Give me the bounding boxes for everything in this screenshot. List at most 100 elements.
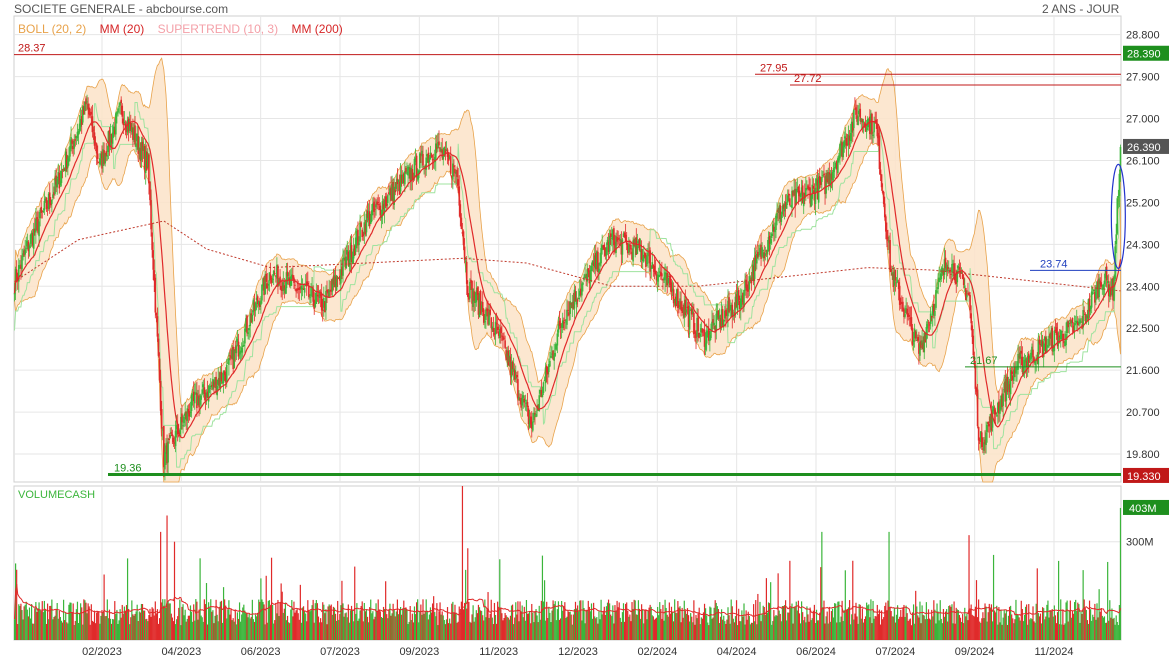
- volume-bar: [570, 614, 572, 640]
- candle-body: [633, 239, 635, 246]
- volume-bar: [324, 613, 326, 640]
- price-tick-label: 21.600: [1126, 365, 1160, 377]
- volume-bar: [508, 619, 510, 640]
- volume-bar: [926, 618, 929, 640]
- volume-bar: [680, 622, 682, 640]
- volume-bar: [618, 602, 620, 640]
- candle-body: [443, 146, 446, 157]
- volume-bar: [186, 618, 188, 640]
- volume-bar: [696, 618, 698, 640]
- volume-bar: [834, 603, 836, 640]
- date-tick-label: 09/2024: [955, 646, 995, 658]
- candle-body: [845, 137, 848, 146]
- legend-boll: BOLL (20, 2): [18, 22, 87, 36]
- volume-bar: [1005, 609, 1007, 640]
- volume-bar: [638, 608, 641, 640]
- candle-body: [296, 288, 298, 291]
- candle-body: [746, 284, 749, 291]
- candle-body: [533, 412, 535, 421]
- candle-body: [688, 309, 691, 330]
- volume-bar: [272, 604, 274, 640]
- volume-bar: [905, 605, 907, 640]
- candle-body: [1106, 280, 1109, 284]
- candle-body: [662, 278, 664, 281]
- volume-bar: [989, 607, 991, 640]
- volume-bar: [52, 619, 54, 640]
- volume-bar: [299, 584, 301, 640]
- volume-bar: [959, 617, 962, 640]
- candle-body: [132, 127, 134, 140]
- volume-bar: [1110, 617, 1112, 640]
- volume-bar: [228, 600, 230, 640]
- candle-body: [894, 269, 897, 281]
- volume-bar: [735, 600, 738, 640]
- volume-bar: [582, 600, 584, 640]
- volume-bar: [760, 621, 762, 640]
- volume-bar: [1034, 622, 1036, 640]
- volume-bar: [513, 624, 515, 640]
- candle-body: [407, 166, 409, 176]
- candle-body: [985, 432, 987, 446]
- volume-bar: [838, 601, 840, 640]
- candle-body: [786, 195, 789, 203]
- volume-bar: [308, 609, 310, 640]
- candle-body: [88, 107, 90, 115]
- volume-bar: [490, 599, 492, 640]
- volume-bar: [602, 611, 604, 640]
- candle-body: [385, 203, 388, 206]
- volume-bar: [546, 601, 548, 640]
- volume-bar: [847, 607, 850, 640]
- candle-body: [708, 328, 710, 341]
- candle-body: [905, 308, 907, 313]
- volume-bar: [547, 617, 549, 640]
- volume-bar: [663, 620, 665, 640]
- volume-bar: [389, 603, 391, 640]
- volume-bar: [578, 611, 580, 640]
- candle-body: [971, 325, 974, 338]
- volume-bar: [361, 601, 363, 640]
- candle-body: [743, 289, 745, 308]
- volume-bar: [790, 607, 792, 640]
- candle-body: [604, 247, 607, 256]
- volume-bar: [681, 607, 683, 640]
- candle-body: [1101, 288, 1104, 291]
- candle-body: [487, 308, 489, 325]
- volume-bar: [40, 611, 42, 640]
- candle-body: [839, 144, 841, 159]
- volume-bar: [342, 603, 344, 640]
- candle-body: [124, 123, 127, 129]
- candle-body: [1036, 360, 1039, 362]
- volume-bar: [1056, 612, 1059, 640]
- date-tick-label: 04/2023: [161, 646, 201, 658]
- candle-body: [801, 185, 804, 204]
- candle-body: [115, 113, 117, 135]
- candle-body: [903, 309, 905, 318]
- candle-body: [539, 389, 542, 394]
- volume-bar: [733, 622, 736, 640]
- volume-bar: [523, 606, 525, 640]
- volume-bar: [243, 604, 245, 640]
- volume-bar: [776, 615, 778, 640]
- volume-bar: [57, 618, 59, 640]
- candle-body: [430, 154, 433, 158]
- candle-body: [206, 391, 209, 399]
- volume-bar: [991, 621, 994, 640]
- candle-body: [152, 250, 154, 270]
- candle-body: [954, 273, 956, 283]
- candle-body: [1007, 381, 1010, 390]
- volume-bar: [284, 602, 287, 640]
- volume-bar: [500, 607, 502, 640]
- candle-body: [566, 309, 568, 325]
- candle-body: [958, 267, 961, 270]
- candle-body: [535, 413, 537, 417]
- candle-body: [260, 300, 262, 305]
- volume-bar: [257, 612, 259, 640]
- candle-body: [317, 295, 320, 297]
- candle-body: [333, 275, 336, 288]
- candle-body: [288, 277, 291, 286]
- volume-bar: [498, 606, 500, 640]
- candle-body: [665, 272, 667, 275]
- candle-body: [538, 395, 541, 412]
- candle-body: [42, 211, 45, 213]
